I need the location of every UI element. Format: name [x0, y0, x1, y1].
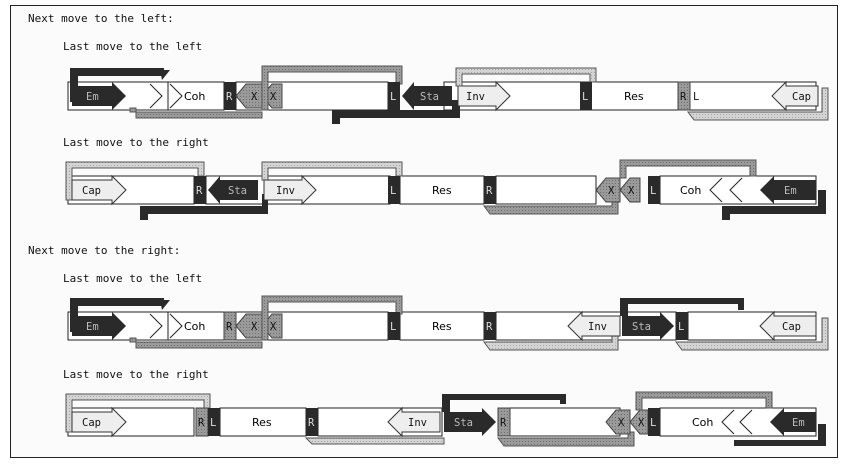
row4-l2-label: L: [650, 417, 656, 429]
row2: Cap R Sta Inv L Res R X X L Coh Em: [65, 159, 826, 220]
row1-r1-label: R: [226, 91, 233, 103]
row1: Em Coh R X X L Sta Inv L Res R L: [67, 65, 829, 124]
row1-em-label: Em: [86, 91, 99, 103]
row3-r2-label: R: [486, 321, 493, 333]
row2-res-label: Res: [432, 184, 452, 197]
row2-l2-label: L: [650, 185, 656, 197]
row1-l2-label: L: [582, 91, 588, 103]
row2-coh-label: Coh: [680, 184, 701, 197]
row2-sta-label: Sta: [228, 185, 247, 197]
row4-sta-label: Sta: [454, 417, 473, 429]
row3-x1-label: X: [251, 321, 258, 333]
heading-next-move-right: Next move to the right:: [28, 244, 181, 257]
row4-r1-label: R: [198, 417, 205, 429]
row2-em-label: Em: [784, 185, 797, 197]
row1-l1-label: L: [390, 91, 396, 103]
row3-coh-label: Coh: [184, 320, 205, 333]
row1-inv-label: Inv: [466, 91, 485, 103]
row4-res-label: Res: [252, 416, 272, 429]
row1-l3-label: L: [693, 91, 699, 103]
row4-coh-label: Coh: [692, 416, 713, 429]
row3-x2-label: X: [270, 321, 277, 333]
row3: Em Coh R X X L Res R Inv Sta L Cap: [67, 295, 829, 351]
subheading-row3: Last move to the left: [63, 272, 203, 285]
row1-res-label: Res: [624, 90, 644, 103]
row2-x2-label: X: [628, 185, 635, 197]
row4-r3-label: R: [500, 417, 507, 429]
row4-l1-label: L: [210, 417, 216, 429]
row1-r2-label: R: [680, 91, 687, 103]
row3-r1-label: R: [226, 321, 233, 333]
row2-r1-label: R: [196, 185, 203, 197]
subheading-row1: Last move to the left: [63, 40, 203, 53]
row4-cap-label: Cap: [82, 417, 101, 429]
row4-x1-label: X: [618, 417, 625, 429]
row4: Cap R L Res R Inv Sta R X X L Coh Em: [65, 391, 826, 447]
row4-r2-label: R: [308, 417, 315, 429]
row1-sta-label: Sta: [420, 91, 439, 103]
heading-next-move-left: Next move to the left:: [28, 12, 174, 25]
row1-x1-label: X: [251, 91, 258, 103]
row3-sta-label: Sta: [632, 321, 651, 333]
row4-inv-label: Inv: [408, 417, 427, 429]
row3-em-label: Em: [86, 321, 99, 333]
row1-coh-label: Coh: [184, 90, 205, 103]
row2-r2-label: R: [486, 185, 493, 197]
row1-x2-label: X: [270, 91, 277, 103]
row3-l1-label: L: [390, 321, 396, 333]
row3-cap-label: Cap: [782, 321, 801, 333]
row4-em-label: Em: [792, 417, 805, 429]
row2-cap-label: Cap: [82, 185, 101, 197]
row3-inv-label: Inv: [588, 321, 607, 333]
subheading-row4: Last move to the right: [63, 368, 209, 381]
subheading-row2: Last move to the right: [63, 136, 209, 149]
row3-res-label: Res: [432, 320, 452, 333]
row2-x1-label: X: [608, 185, 615, 197]
row2-l1-label: L: [390, 185, 396, 197]
row4-x2-label: X: [638, 417, 645, 429]
row1-cap-label: Cap: [792, 91, 811, 103]
row2-inv-label: Inv: [276, 185, 295, 197]
row3-l2-label: L: [678, 321, 684, 333]
diagram-frame: [10, 5, 838, 458]
